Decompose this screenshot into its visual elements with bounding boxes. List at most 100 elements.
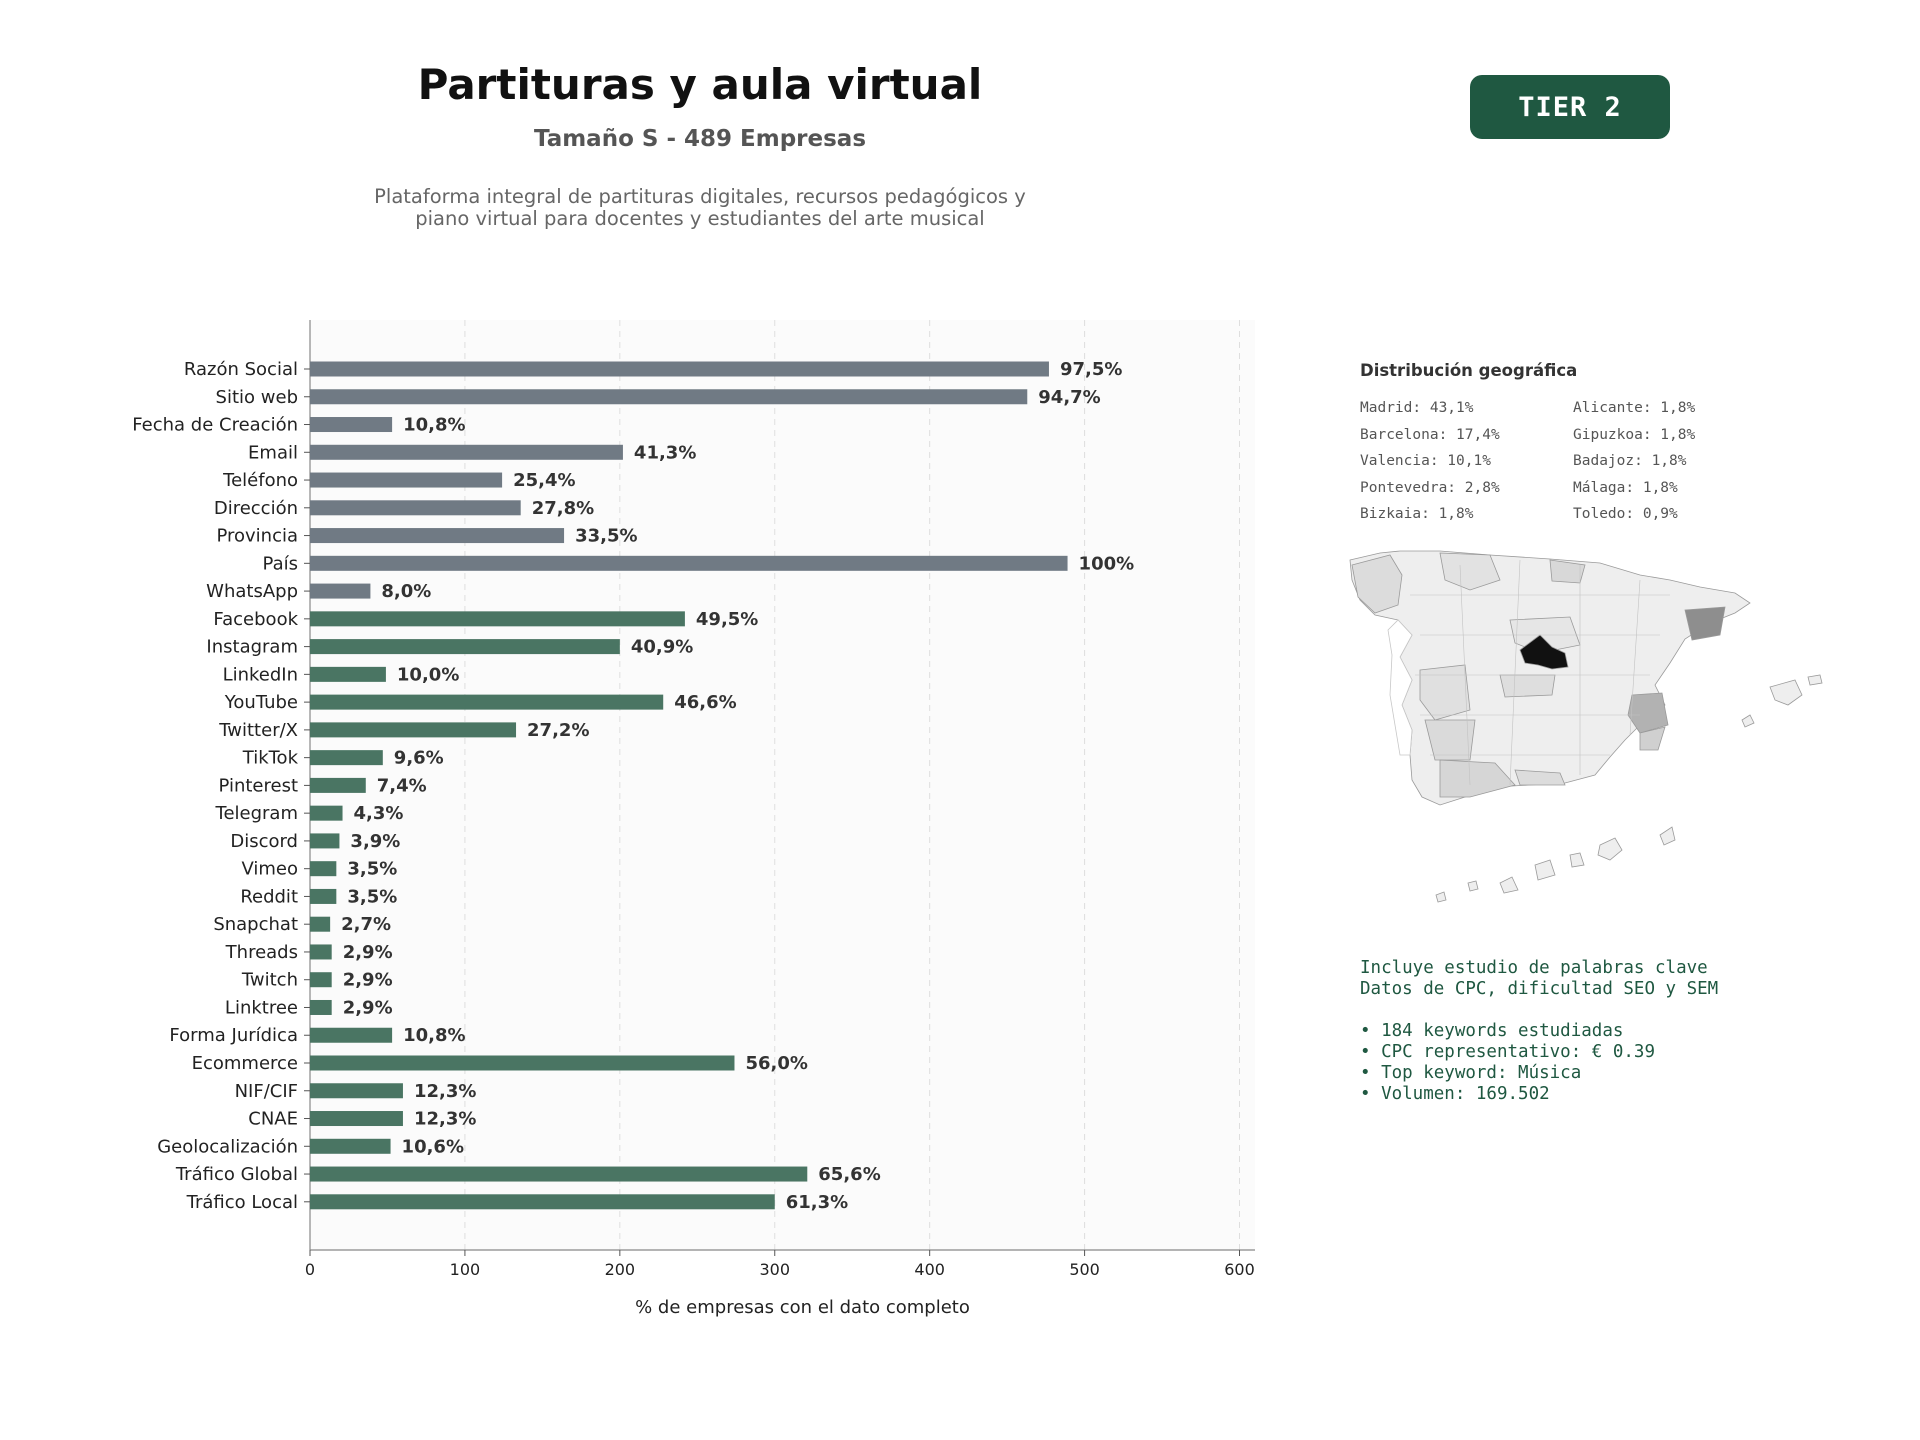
category-label: Tráfico Local	[186, 1192, 298, 1213]
bar	[310, 555, 1068, 571]
x-tick-label: 400	[914, 1260, 945, 1279]
bar	[310, 944, 332, 960]
x-tick-label: 0	[305, 1260, 315, 1279]
geo-item: Gipuzkoa: 1,8%	[1573, 426, 1696, 443]
bar	[310, 611, 685, 627]
data-label: 4,3%	[354, 803, 404, 824]
keywords-line-1: Incluye estudio de palabras clave	[1360, 958, 1708, 978]
geo-item: Málaga: 1,8%	[1573, 479, 1678, 496]
bar	[310, 417, 393, 433]
geo-distribution-title: Distribución geográfica	[1360, 361, 1578, 380]
data-label: 40,9%	[631, 637, 693, 658]
category-label: Ecommerce	[192, 1053, 298, 1074]
map-region-barcelona	[1684, 606, 1726, 641]
bar	[310, 1111, 403, 1127]
data-label: 7,4%	[377, 775, 427, 796]
data-label: 9,6%	[394, 748, 444, 769]
data-label: 12,3%	[414, 1081, 476, 1102]
geo-item: Pontevedra: 2,8%	[1360, 479, 1500, 496]
map-region-badajoz	[1424, 719, 1476, 761]
map-region-galicia	[1351, 554, 1403, 614]
data-label: 3,9%	[350, 831, 400, 852]
geo-item: Toledo: 0,9%	[1573, 506, 1678, 522]
bar	[310, 694, 664, 710]
category-label: Teléfono	[222, 470, 298, 491]
data-label: 10,8%	[403, 415, 465, 436]
x-tick-label: 600	[1224, 1260, 1255, 1279]
bar	[310, 972, 332, 988]
keywords-bullet: • 184 keywords estudiadas	[1360, 1021, 1624, 1041]
category-label: Linktree	[225, 997, 298, 1018]
map-region-malaga	[1514, 769, 1566, 786]
bar	[310, 750, 383, 766]
category-label: Fecha de Creación	[132, 415, 298, 436]
category-label: Vimeo	[241, 859, 298, 880]
geo-item: Alicante: 1,8%	[1573, 400, 1696, 416]
page-subtitle: Tamaño S - 489 Empresas	[533, 126, 867, 152]
category-label: País	[263, 553, 298, 574]
bar	[310, 861, 337, 877]
bar	[310, 999, 332, 1015]
bar	[310, 722, 517, 738]
x-tick-label: 500	[1069, 1260, 1100, 1279]
data-label: 8,0%	[381, 581, 431, 602]
data-label: 3,5%	[347, 886, 397, 907]
bar	[310, 1055, 735, 1071]
category-label: Pinterest	[218, 775, 298, 796]
geo-item: Barcelona: 17,4%	[1360, 426, 1500, 443]
data-label: 56,0%	[745, 1053, 807, 1074]
bar	[310, 805, 343, 821]
category-label: Snapchat	[213, 914, 298, 935]
data-label: 12,3%	[414, 1109, 476, 1130]
category-label: Twitch	[241, 970, 298, 991]
bar	[310, 1166, 808, 1182]
category-label: Instagram	[206, 637, 298, 658]
category-label: TikTok	[242, 748, 299, 769]
category-label: Provincia	[216, 526, 298, 547]
data-label: 97,5%	[1060, 359, 1122, 380]
bar	[310, 1083, 403, 1099]
category-label: WhatsApp	[206, 581, 298, 602]
x-tick-label: 200	[605, 1260, 636, 1279]
keywords-panel: Incluye estudio de palabras clave Datos …	[1360, 958, 1718, 1105]
keywords-line-2: Datos de CPC, dificultad SEO y SEM	[1360, 979, 1719, 999]
data-label: 100%	[1079, 553, 1135, 574]
keywords-bullet: • Volumen: 169.502	[1360, 1084, 1550, 1104]
data-label: 2,9%	[343, 970, 393, 991]
x-tick-label: 300	[759, 1260, 790, 1279]
map-region-south	[1439, 759, 1516, 798]
geo-item: Badajoz: 1,8%	[1573, 453, 1687, 469]
category-label: Reddit	[240, 886, 298, 907]
keywords-bullet: • CPC representativo: € 0.39	[1360, 1042, 1656, 1062]
category-label: YouTube	[224, 692, 298, 713]
data-label: 61,3%	[786, 1192, 848, 1213]
map-region-toledo	[1499, 674, 1556, 698]
bar	[310, 528, 565, 544]
map-region-north	[1439, 552, 1501, 591]
data-label: 10,8%	[403, 1025, 465, 1046]
category-label: Twitter/X	[218, 720, 298, 741]
description-line-1: Plataforma integral de partituras digita…	[374, 185, 1026, 208]
map-region-madrid	[1519, 634, 1569, 670]
data-label: 65,6%	[818, 1164, 880, 1185]
x-tick-label: 100	[450, 1260, 481, 1279]
geo-item: Valencia: 10,1%	[1360, 453, 1491, 469]
bar	[310, 833, 340, 849]
bar	[310, 639, 620, 655]
bar	[310, 500, 521, 516]
category-label: Threads	[225, 942, 298, 963]
data-label: 3,5%	[347, 859, 397, 880]
data-label: 2,7%	[341, 914, 391, 935]
category-label: Telegram	[215, 803, 298, 824]
data-label: 10,0%	[397, 664, 459, 685]
data-label: 49,5%	[696, 609, 758, 630]
map-canary	[1597, 837, 1623, 861]
bar	[310, 888, 337, 904]
tier-badge: TIER 2	[1470, 75, 1670, 139]
category-label: Forma Jurídica	[169, 1025, 298, 1046]
geo-distribution-list: Madrid: 43,1% Alicante: 1,8% Barcelona: …	[1360, 398, 1780, 526]
data-label: 46,6%	[674, 692, 736, 713]
category-label: Sitio web	[216, 387, 298, 408]
bar	[310, 1027, 393, 1043]
